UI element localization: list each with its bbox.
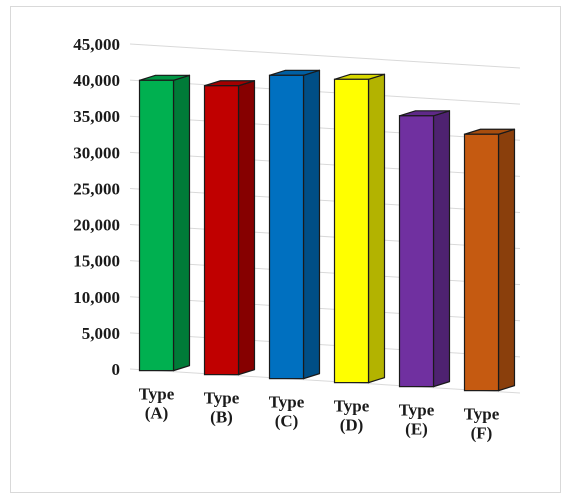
y-tick-label: 30,000 <box>73 143 120 162</box>
gridline <box>129 332 521 358</box>
bar-side-face <box>497 128 516 392</box>
x-tick-label: Type (D) <box>334 397 370 435</box>
y-tick-label: 15,000 <box>73 252 120 271</box>
y-tick-label: 45,000 <box>73 35 120 54</box>
x-tick-label: Type (A) <box>139 385 175 423</box>
gridline <box>129 260 521 286</box>
bar-side-face <box>432 110 451 388</box>
bar-side-face <box>302 69 321 380</box>
gridline <box>129 368 521 394</box>
bar-side-face <box>172 74 191 372</box>
bar <box>463 128 516 392</box>
y-tick-label: 35,000 <box>73 107 120 126</box>
y-tick-label: 10,000 <box>73 288 120 307</box>
bar-front-face <box>138 79 175 372</box>
bar-side-face <box>237 80 256 376</box>
y-tick-label: 25,000 <box>73 179 120 198</box>
y-tick-label: 5,000 <box>82 324 120 343</box>
y-tick-label: 0 <box>112 360 121 379</box>
bar-front-face <box>398 115 435 388</box>
y-tick-label: 40,000 <box>73 71 120 90</box>
x-tick-label: Type (B) <box>204 389 240 427</box>
bar <box>138 74 191 372</box>
gridline <box>129 43 521 69</box>
x-tick-label: Type (F) <box>464 405 500 443</box>
bar-front-face <box>333 78 370 384</box>
bar <box>268 69 321 380</box>
bar-front-face <box>203 85 240 376</box>
x-tick-label: Type (C) <box>269 393 305 431</box>
gridline <box>129 79 521 105</box>
gridline <box>129 224 521 250</box>
bar <box>333 73 386 384</box>
bar-side-face <box>367 73 386 384</box>
gridline <box>129 151 521 177</box>
y-tick-label: 20,000 <box>73 216 120 235</box>
bar <box>398 110 451 388</box>
gridline <box>129 187 521 213</box>
bar-front-face <box>463 133 500 392</box>
gridline <box>129 115 521 141</box>
gridline <box>129 296 521 322</box>
chart-frame <box>10 6 561 493</box>
x-tick-label: Type (E) <box>399 401 435 439</box>
bar-front-face <box>268 74 305 380</box>
bar <box>203 80 256 376</box>
